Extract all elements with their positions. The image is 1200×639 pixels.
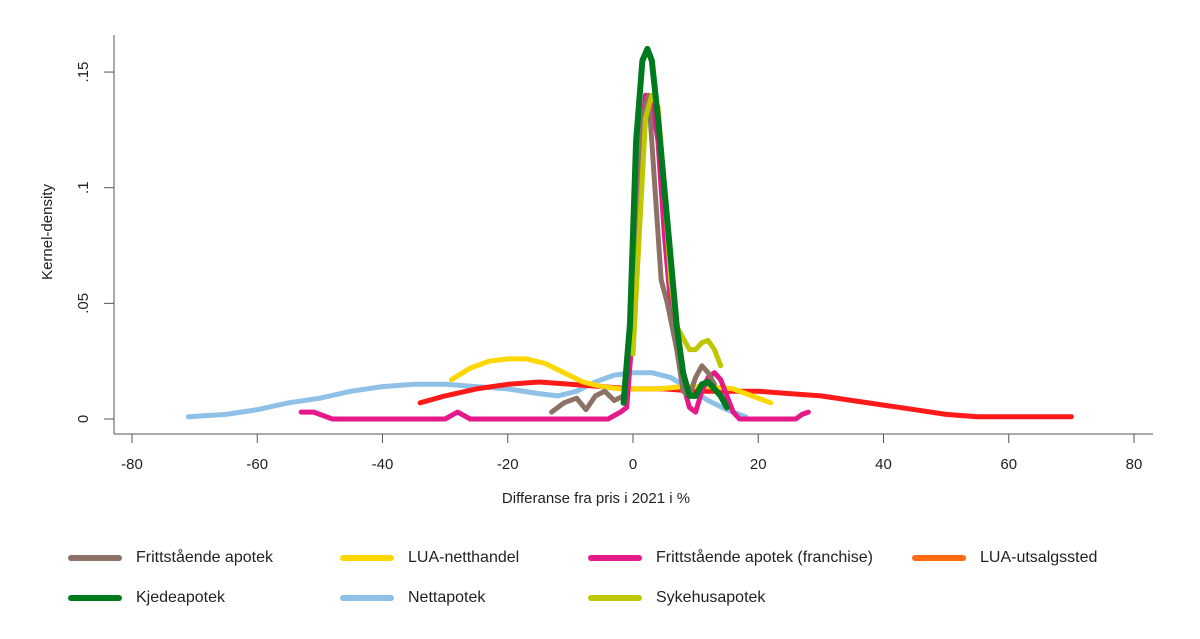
- legend-swatch: [912, 555, 966, 561]
- legend-item-lua-netthandel: LUA-netthandel: [340, 549, 588, 567]
- legend-item-lua-utsalgssted: LUA-utsalgssted: [912, 549, 1097, 567]
- legend-label: LUA-utsalgssted: [980, 549, 1098, 566]
- legend-item-kjedeapotek: Kjedeapotek: [68, 589, 340, 607]
- x-ticks: -80 -60 -40 -20 0 20 40 60 80: [121, 434, 1142, 473]
- legend-swatch: [588, 595, 642, 601]
- series-line-r-d-serie-ikke-i-forklaring-: [417, 379, 1074, 420]
- legend-row-2: Kjedeapotek Nettapotek Sykehusapotek: [68, 578, 1168, 618]
- legend-label: Nettapotek: [408, 589, 486, 606]
- legend-item-sykehusapotek: Sykehusapotek: [588, 589, 912, 607]
- x-tick-label: 60: [1000, 456, 1017, 473]
- x-tick-label: -60: [246, 456, 268, 473]
- legend-label: Kjedeapotek: [136, 589, 225, 606]
- y-tick-label: .15: [75, 62, 92, 83]
- y-axis-title: Kernel-density: [39, 184, 56, 280]
- legend-row-1: Frittstående apotek LUA-netthandel Fritt…: [68, 538, 1168, 578]
- legend-item-frittstaende-apotek: Frittstående apotek: [68, 549, 340, 567]
- legend: Frittstående apotek LUA-netthandel Fritt…: [68, 538, 1168, 618]
- legend-swatch: [68, 595, 122, 601]
- x-tick-label: -80: [121, 456, 143, 473]
- series-line-kjedeapotek: [620, 45, 730, 411]
- legend-swatch: [588, 555, 642, 561]
- legend-label: LUA-netthandel: [408, 549, 520, 566]
- x-tick-label: -20: [497, 456, 519, 473]
- axes: -80 -60 -40 -20 0 20 40 60 80 0 .05 .1 .15 Differan…: [39, 35, 1153, 507]
- y-ticks: 0 .05 .1 .15: [75, 62, 114, 423]
- series-layer: [185, 45, 1074, 422]
- legend-swatch: [340, 595, 394, 601]
- legend-item-nettapotek: Nettapotek: [340, 589, 588, 607]
- x-tick-label: 40: [875, 456, 892, 473]
- x-axis-title: Differanse fra pris i 2021 i %: [502, 490, 690, 507]
- y-tick-label: 0: [75, 415, 92, 423]
- legend-label: Sykehusapotek: [656, 589, 766, 606]
- legend-swatch: [340, 555, 394, 561]
- legend-swatch: [68, 555, 122, 561]
- x-tick-label: -40: [372, 456, 394, 473]
- x-tick-label: 20: [750, 456, 767, 473]
- y-tick-label: .05: [75, 293, 92, 314]
- legend-item-frittstaende-apotek-franchise: Frittstående apotek (franchise): [588, 549, 912, 567]
- series-line-frittstående-apotek: [549, 92, 717, 415]
- series-line-frittstående-apotek-franchise-: [298, 92, 811, 422]
- y-tick-label: .1: [75, 181, 92, 194]
- series-line-nettapotek: [185, 370, 749, 420]
- x-tick-label: 0: [629, 456, 637, 473]
- x-tick-label: 80: [1126, 456, 1143, 473]
- legend-label: Frittstående apotek (franchise): [656, 549, 873, 566]
- legend-label: Frittstående apotek: [136, 549, 273, 566]
